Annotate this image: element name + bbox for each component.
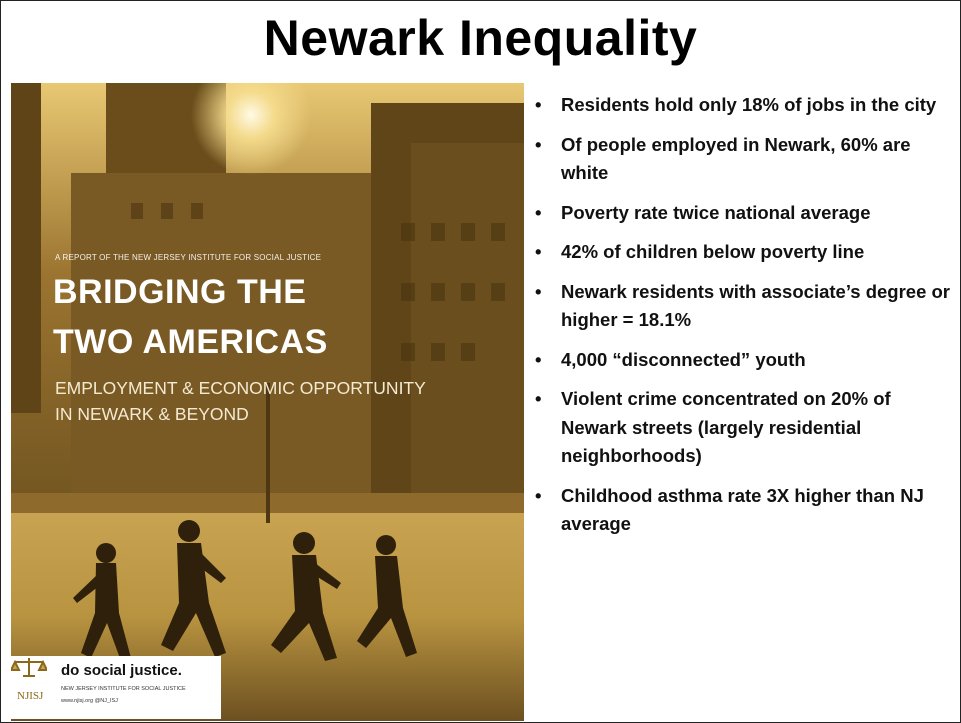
bullet-dot: • [535, 199, 541, 228]
bullet-dot: • [535, 346, 541, 375]
bullet-item: • Violent crime concentrated on 20% of Ne… [535, 385, 959, 471]
cover-kicker: A REPORT OF THE NEW JERSEY INSTITUTE FOR… [55, 253, 321, 262]
bullet-dot: • [535, 131, 541, 160]
bullet-text: Of people employed in Newark, 60% are wh… [561, 134, 911, 184]
cover-subtitle: EMPLOYMENT & ECONOMIC OPPORTUNITY [55, 378, 426, 399]
bullet-dot: • [535, 385, 541, 414]
logo-contact: www.njisj.org @NJ_ISJ [61, 698, 118, 704]
bullet-item: • Newark residents with associate’s degre… [535, 278, 959, 335]
report-cover: A REPORT OF THE NEW JERSEY INSTITUTE FOR… [11, 83, 524, 721]
bullet-list: • Residents hold only 18% of jobs in the … [535, 91, 959, 550]
bullet-dot: • [535, 238, 541, 267]
bullet-text: 42% of children below poverty line [561, 241, 864, 262]
bullet-dot: • [535, 482, 541, 511]
bullet-item: • Poverty rate twice national average [535, 199, 959, 228]
bullet-text: 4,000 “disconnected” youth [561, 349, 806, 370]
bullet-dot: • [535, 278, 541, 307]
bullet-text: Residents hold only 18% of jobs in the c… [561, 94, 936, 115]
bullet-text: Newark residents with associate’s degree… [561, 281, 950, 331]
bullet-item: • 42% of children below poverty line [535, 238, 959, 267]
bullet-text: Violent crime concentrated on 20% of New… [561, 388, 891, 466]
slide: Newark Inequality [0, 0, 961, 723]
cover-photo [11, 83, 524, 721]
bullet-text: Poverty rate twice national average [561, 202, 871, 223]
bullet-dot: • [535, 91, 541, 120]
bullet-text: Childhood asthma rate 3X higher than NJ … [561, 485, 924, 535]
bullet-item: • 4,000 “disconnected” youth [535, 346, 959, 375]
logo-box: NJISJ do social justice. NEW JERSEY INST… [11, 656, 221, 719]
bullet-item: • Residents hold only 18% of jobs in the … [535, 91, 959, 120]
cover-headline: BRIDGING THE [53, 273, 306, 312]
bullet-item: • Of people employed in Newark, 60% are w… [535, 131, 959, 188]
bullet-item: • Childhood asthma rate 3X higher than NJ… [535, 482, 959, 539]
cover-subtitle: IN NEWARK & BEYOND [55, 404, 249, 425]
slide-title: Newark Inequality [1, 9, 960, 67]
logo-mark: NJISJ [17, 690, 43, 702]
cover-headline: TWO AMERICAS [53, 323, 328, 362]
logo-org: NEW JERSEY INSTITUTE FOR SOCIAL JUSTICE [61, 686, 186, 692]
logo-icon [11, 656, 47, 678]
logo-slogan: do social justice. [61, 662, 182, 679]
